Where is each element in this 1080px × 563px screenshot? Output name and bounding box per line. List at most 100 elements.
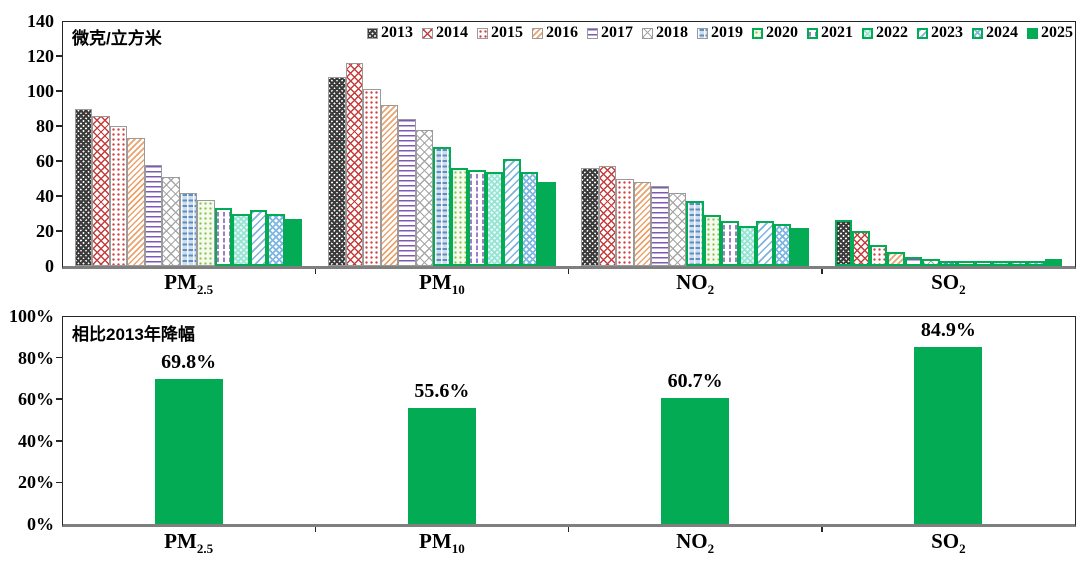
bar-2022-pm25 [232, 214, 250, 267]
y-axis-tick-bottom [56, 440, 62, 442]
legend-year-label: 2014 [436, 24, 468, 42]
legend-item-2024: 2024 [972, 24, 1018, 42]
legend-year-label: 2013 [381, 24, 413, 42]
bar-group-pm25 [62, 21, 315, 266]
bar-2015-so2 [870, 245, 888, 266]
y-axis-label-top: 100 [0, 81, 54, 101]
bar-2018-no2 [669, 193, 687, 267]
bar-2020-so2 [957, 261, 975, 266]
legend-year-label: 2018 [656, 24, 688, 42]
category-label-top-no2: NO2 [569, 270, 822, 298]
legend-year-label: 2021 [821, 24, 853, 42]
bar-2023-so2 [1010, 261, 1028, 266]
bar-2020-no2 [704, 215, 722, 266]
legend-item-2015: 2015 [477, 24, 523, 42]
y-axis-tick-bottom [56, 357, 62, 359]
legend-swatch-2023 [917, 28, 928, 39]
bar-2016-pm10 [381, 105, 399, 266]
legend-year-label: 2015 [491, 24, 523, 42]
bar-2021-so2 [975, 261, 993, 266]
bar-2025-pm25 [285, 219, 303, 266]
bar-2024-pm10 [521, 172, 539, 267]
bar-2014-so2 [852, 231, 870, 266]
y-axis-label-bottom: 40% [0, 431, 54, 451]
legend-year-label: 2019 [711, 24, 743, 42]
legend-year-label: 2025 [1041, 24, 1073, 42]
y-axis-label-bottom: 0% [0, 514, 54, 534]
y-axis-label-top: 0 [0, 256, 54, 276]
bar-2023-pm25 [250, 210, 268, 266]
bar-2024-so2 [1027, 261, 1045, 266]
legend-swatch-2021 [807, 28, 818, 39]
unit-label: 微克/立方米 [72, 24, 162, 49]
bar-2017-no2 [651, 186, 669, 267]
decline-bar-pm10 [408, 408, 476, 524]
bar-2025-pm10 [538, 182, 556, 266]
legend-item-2017: 2017 [587, 24, 633, 42]
bar-2019-pm10 [433, 147, 451, 266]
bar-2021-pm10 [468, 170, 486, 266]
legend-year-label: 2020 [766, 24, 798, 42]
decline-value-label-pm10: 55.6% [382, 380, 502, 403]
legend-year-label: 2016 [546, 24, 578, 42]
y-axis-tick-bottom [56, 482, 62, 484]
air-quality-dual-chart: 微克/立方米 相比2013年降幅 20132014201520162017201… [0, 0, 1080, 563]
legend-swatch-2016 [532, 28, 543, 39]
category-label-bottom-pm25: PM2.5 [62, 529, 315, 557]
legend-item-2016: 2016 [532, 24, 578, 42]
decline-bar-pm25 [155, 379, 223, 524]
decline-annotation: 相比2013年降幅 [72, 320, 195, 345]
y-axis-label-top: 60 [0, 151, 54, 171]
bar-2016-pm25 [127, 138, 145, 266]
legend-item-2018: 2018 [642, 24, 688, 42]
category-label-top-pm10: PM10 [315, 270, 568, 298]
y-axis-label-top: 80 [0, 116, 54, 136]
y-axis-label-top: 20 [0, 221, 54, 241]
bar-group-so2 [822, 21, 1075, 266]
bar-2023-no2 [756, 221, 774, 267]
decline-value-label-no2: 60.7% [635, 370, 755, 393]
y-axis-tick-bottom [56, 398, 62, 400]
legend-swatch-2020 [752, 28, 763, 39]
bar-2015-no2 [616, 179, 634, 267]
y-axis-label-bottom: 80% [0, 348, 54, 368]
legend-swatch-2014 [422, 28, 433, 39]
bar-2025-no2 [791, 228, 809, 267]
bar-2015-pm25 [110, 126, 128, 266]
legend-item-2014: 2014 [422, 24, 468, 42]
y-axis-label-top: 120 [0, 46, 54, 66]
bar-2017-pm10 [398, 119, 416, 266]
bar-2016-no2 [634, 182, 652, 266]
bar-2024-pm25 [267, 214, 285, 267]
bar-2015-pm10 [363, 89, 381, 266]
legend-year-label: 2024 [986, 24, 1018, 42]
bar-2025-so2 [1045, 259, 1063, 266]
bar-2014-no2 [599, 166, 617, 266]
legend-swatch-2022 [862, 28, 873, 39]
legend-swatch-2019 [697, 28, 708, 39]
legend-item-2013: 2013 [367, 24, 413, 42]
legend-swatch-2015 [477, 28, 488, 39]
decline-value-label-pm25: 69.8% [129, 351, 249, 374]
y-axis-label-bottom: 100% [0, 306, 54, 326]
bar-2019-pm25 [180, 193, 198, 267]
legend-item-2025: 2025 [1027, 24, 1073, 42]
y-axis-label-bottom: 60% [0, 389, 54, 409]
bar-2021-pm25 [215, 208, 233, 266]
bar-2022-so2 [992, 261, 1010, 266]
y-axis-label-top: 40 [0, 186, 54, 206]
bar-2020-pm10 [451, 168, 469, 266]
category-label-bottom-pm10: PM10 [315, 529, 568, 557]
bar-2021-no2 [721, 221, 739, 267]
bar-2013-pm25 [75, 109, 93, 266]
legend-swatch-2018 [642, 28, 653, 39]
legend-item-2022: 2022 [862, 24, 908, 42]
bar-2016-so2 [887, 252, 905, 266]
bar-2019-no2 [686, 201, 704, 266]
bar-2018-pm10 [416, 130, 434, 267]
decline-bar-so2 [914, 347, 982, 524]
legend-item-2023: 2023 [917, 24, 963, 42]
y-axis-label-bottom: 20% [0, 472, 54, 492]
bar-2024-no2 [774, 224, 792, 266]
legend-swatch-2025 [1027, 28, 1038, 39]
